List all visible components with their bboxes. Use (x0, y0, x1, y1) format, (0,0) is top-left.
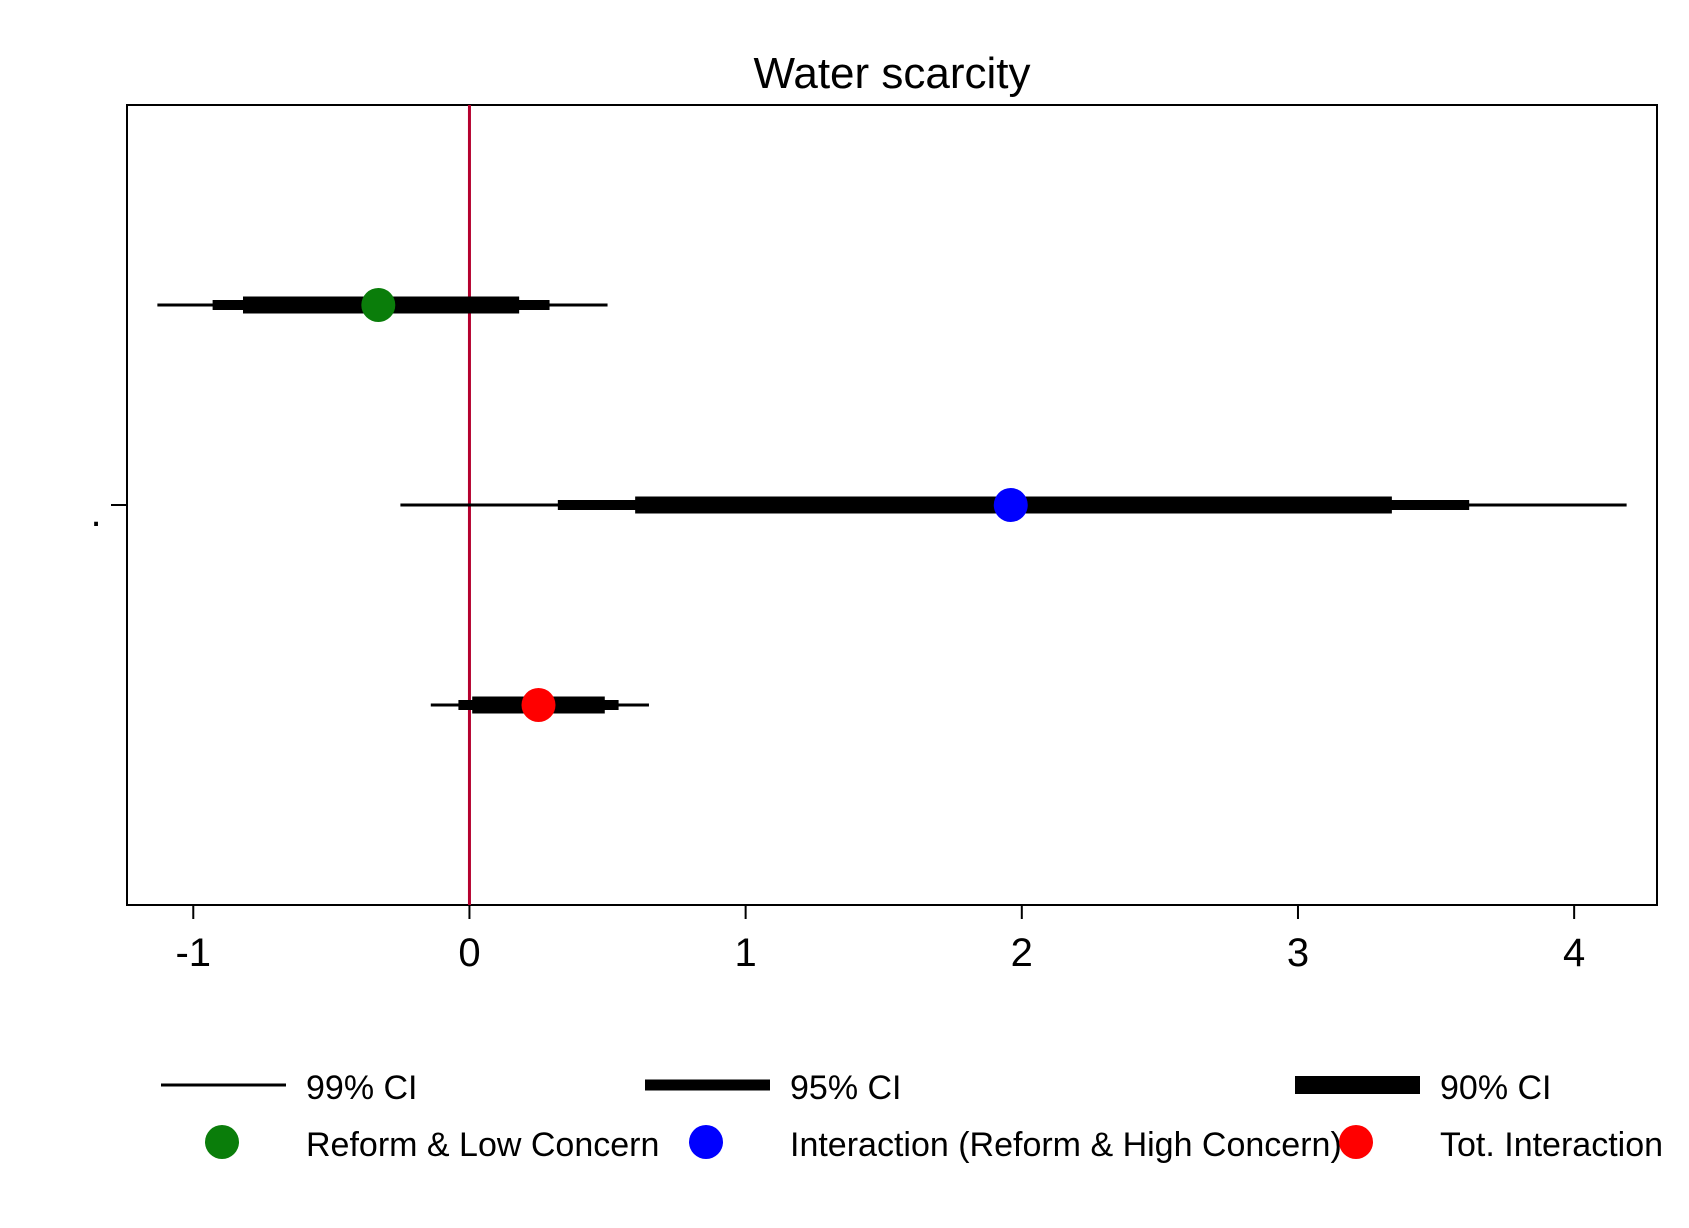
legend: 99% CI 95% CI 90% CI Reform & Low Concer… (161, 1069, 1663, 1164)
x-axis-tick-label: 1 (735, 931, 757, 975)
y-axis-tick-label: . (90, 491, 101, 535)
legend-reform-low-concern-label: Reform & Low Concern (306, 1126, 659, 1164)
x-axis-tick-label: -1 (175, 931, 211, 975)
legend-interaction-label: Interaction (Reform & High Concern) (790, 1126, 1342, 1164)
legend-99ci-label: 99% CI (306, 1069, 418, 1107)
reform-low-concern-point-estimate (361, 288, 396, 322)
x-axis-tick-label: 2 (1011, 931, 1033, 975)
interaction-reform-high-concern-point-estimate (993, 488, 1028, 522)
legend-tot-interaction-marker (1339, 1125, 1373, 1159)
x-axis-tick-label: 4 (1563, 931, 1585, 975)
x-axis-tick-label: 3 (1287, 931, 1309, 975)
legend-interaction-marker (689, 1125, 723, 1159)
legend-90ci-label: 90% CI (1440, 1069, 1552, 1107)
tot-interaction-point-estimate (521, 688, 556, 722)
chart-title: Water scarcity (753, 49, 1030, 98)
series-layer (157, 288, 1627, 722)
legend-tot-interaction-label: Tot. Interaction (1440, 1126, 1663, 1164)
x-axis: -1 0 1 2 3 4 (175, 905, 1585, 975)
legend-reform-low-concern-marker (205, 1125, 239, 1159)
legend-95ci-label: 95% CI (790, 1069, 902, 1107)
x-axis-tick-label: 0 (458, 931, 480, 975)
